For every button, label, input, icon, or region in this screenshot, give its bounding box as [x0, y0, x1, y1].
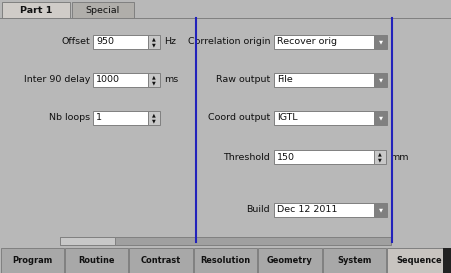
Bar	[65, 248, 129, 273]
Text: ▲: ▲	[152, 75, 156, 79]
Text: ▼: ▼	[152, 43, 156, 48]
Bar	[2, 2, 70, 18]
Text: Hz: Hz	[164, 37, 176, 46]
Text: 1: 1	[96, 114, 102, 123]
Text: Sequence: Sequence	[396, 256, 442, 265]
Text: ▼: ▼	[378, 40, 382, 44]
Bar	[93, 35, 148, 49]
Text: Threshold: Threshold	[223, 153, 270, 162]
Bar	[374, 111, 387, 125]
Bar	[387, 248, 451, 273]
Text: 1000: 1000	[96, 76, 120, 85]
Text: ms: ms	[164, 76, 178, 85]
Text: Dec 12 2011: Dec 12 2011	[277, 206, 337, 215]
Text: Correlation origin: Correlation origin	[188, 37, 270, 46]
Bar	[129, 248, 193, 273]
Text: ▼: ▼	[378, 207, 382, 212]
Text: ▼: ▼	[152, 118, 156, 124]
Text: ▲: ▲	[152, 36, 156, 41]
Text: ▲: ▲	[152, 112, 156, 117]
Bar	[0, 248, 64, 273]
Bar	[93, 111, 148, 125]
Text: 150: 150	[277, 153, 295, 162]
Bar	[60, 237, 391, 245]
Bar	[274, 111, 374, 125]
Bar	[148, 111, 160, 125]
Bar	[374, 203, 387, 217]
Text: Resolution: Resolution	[200, 256, 251, 265]
Text: Geometry: Geometry	[267, 256, 313, 265]
Text: Contrast: Contrast	[141, 256, 181, 265]
Text: Coord output: Coord output	[208, 114, 270, 123]
Bar	[274, 203, 374, 217]
Bar	[374, 73, 387, 87]
Bar	[148, 35, 160, 49]
Bar	[274, 150, 374, 164]
Text: File: File	[277, 76, 293, 85]
Text: Recover orig: Recover orig	[277, 37, 337, 46]
Text: IGTL: IGTL	[277, 114, 298, 123]
Text: Raw output: Raw output	[216, 76, 270, 85]
Text: Offset: Offset	[61, 37, 90, 46]
Text: Inter 90 delay: Inter 90 delay	[23, 76, 90, 85]
Bar	[148, 73, 160, 87]
Text: Routine: Routine	[78, 256, 115, 265]
Bar	[72, 2, 134, 18]
Bar	[274, 35, 374, 49]
Bar	[374, 150, 386, 164]
Bar	[274, 73, 374, 87]
Bar	[443, 248, 451, 273]
Text: Part 1: Part 1	[20, 6, 52, 15]
Bar	[258, 248, 322, 273]
Text: ▼: ▼	[378, 158, 382, 163]
Bar	[374, 35, 387, 49]
Bar	[322, 248, 386, 273]
Text: System: System	[337, 256, 372, 265]
Text: ▼: ▼	[378, 115, 382, 120]
Text: 950: 950	[96, 37, 114, 46]
Text: ▼: ▼	[378, 78, 382, 82]
Text: mm: mm	[390, 153, 409, 162]
Text: Build: Build	[246, 206, 270, 215]
Text: Nb loops: Nb loops	[49, 114, 90, 123]
Bar	[194, 248, 257, 273]
Text: ▲: ▲	[378, 152, 382, 156]
Text: Special: Special	[86, 6, 120, 15]
Bar	[60, 237, 115, 245]
Text: Program: Program	[12, 256, 52, 265]
Text: ▼: ▼	[152, 81, 156, 85]
Bar	[93, 73, 148, 87]
